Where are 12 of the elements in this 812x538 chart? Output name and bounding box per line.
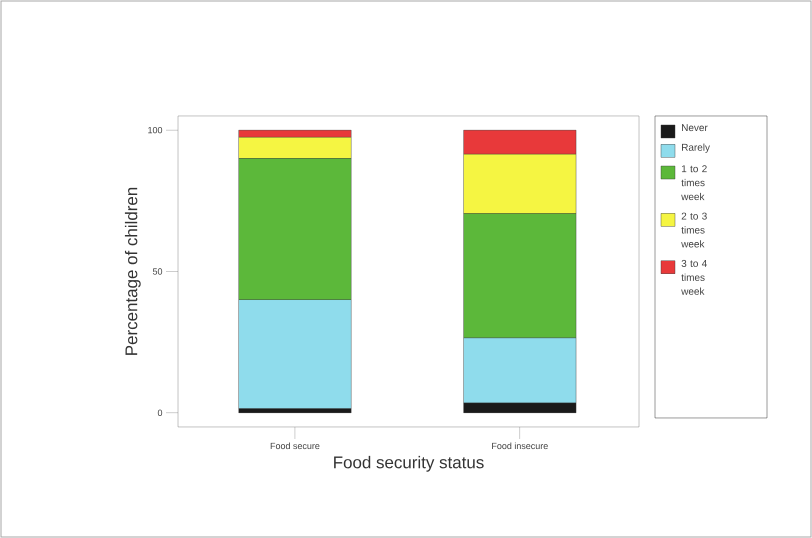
legend-label: 3 to 4 times week xyxy=(681,260,707,295)
x-tick-label: Food insecure xyxy=(492,442,548,450)
y-tick-label: 100 xyxy=(148,126,162,134)
legend-label: 1 to 2 times week xyxy=(681,165,707,200)
legend-label: Never xyxy=(682,124,708,132)
legend-label: Rarely xyxy=(682,144,710,153)
y-axis-title: Percentage of children xyxy=(124,188,141,355)
x-axis-title: Food security status xyxy=(334,456,484,472)
x-tick-label: Food secure xyxy=(270,442,320,450)
y-tick-label: 50 xyxy=(152,268,162,275)
legend-label: 2 to 3 times week xyxy=(681,212,707,248)
y-tick-label: 0 xyxy=(158,410,162,416)
